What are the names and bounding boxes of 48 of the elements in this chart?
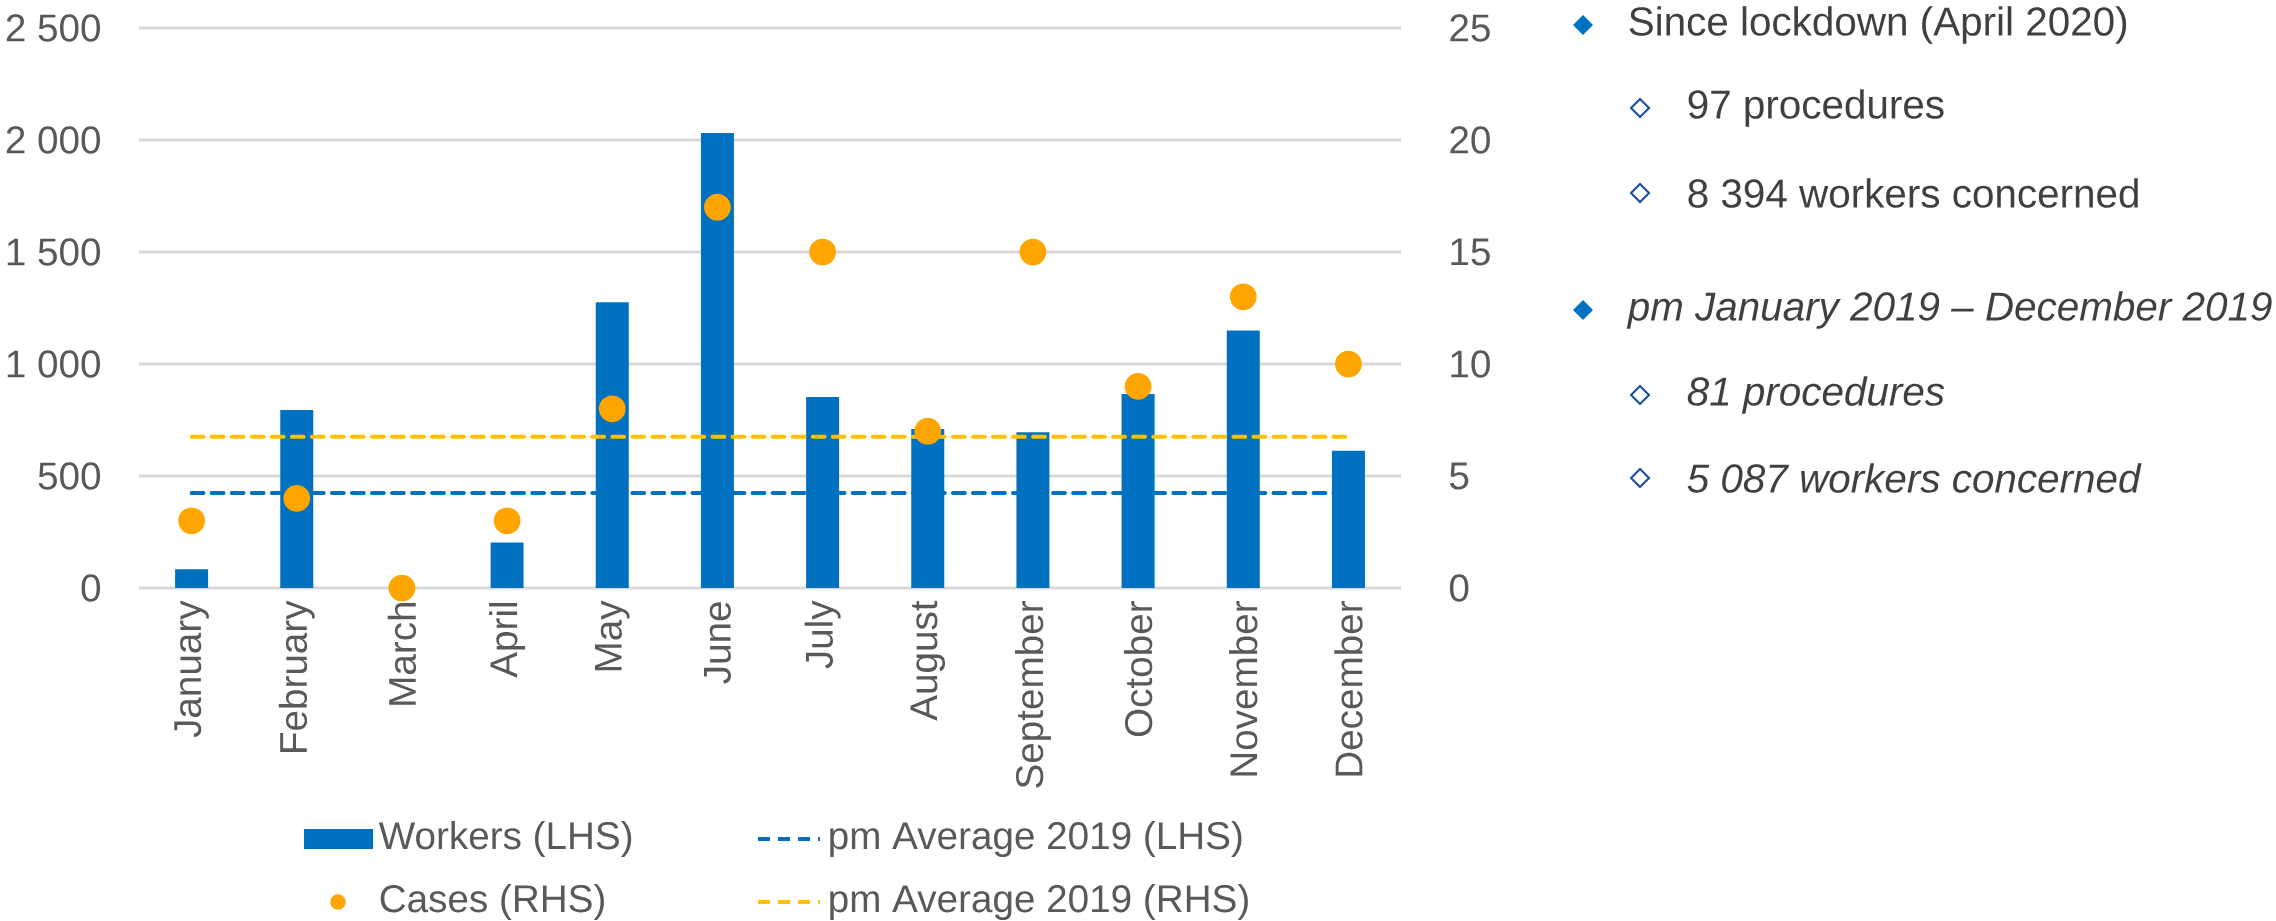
- y2-tick-label: 5: [1449, 462, 1469, 490]
- x-tick-label: March: [387, 602, 417, 705]
- text: 97 procedures: [1688, 89, 1944, 127]
- point: [1019, 238, 1047, 266]
- x-tick-label: January: [174, 600, 209, 738]
- point: [283, 485, 311, 512]
- text: 5 087 workers concerned: [1687, 463, 2142, 493]
- point: [1229, 283, 1257, 311]
- legend-label: Cases (RHS): [380, 884, 604, 920]
- text: Since lockdown (April 2020): [1629, 6, 2127, 44]
- x-tick-label: September: [1014, 601, 1051, 788]
- text: pm January 2019 – December 2019: [1626, 291, 2272, 329]
- point: [1124, 373, 1152, 400]
- y-tick-label: 1 500: [7, 238, 100, 266]
- x-tick-label: October: [1123, 601, 1153, 737]
- bar: [175, 569, 209, 588]
- legend-label: pm Average 2019 (LHS): [830, 820, 1242, 857]
- y-tick-label: 2 000: [6, 126, 100, 154]
- legend-label: Workers (LHS): [378, 821, 632, 857]
- x-tick-label: December: [1334, 601, 1363, 776]
- x-tick-label: July: [804, 600, 841, 669]
- point: [914, 417, 942, 445]
- point: [598, 395, 626, 423]
- x-tick-label: June: [703, 602, 731, 684]
- text: 8 394 workers concerned: [1688, 178, 2138, 208]
- x-tick-label: April: [489, 603, 526, 678]
- y2-tick-label: 25: [1450, 14, 1490, 42]
- y-tick-label: 0: [81, 574, 101, 602]
- y2-tick-label: 20: [1450, 126, 1490, 154]
- x-tick-label: November: [1229, 601, 1258, 776]
- point: [1335, 350, 1362, 378]
- y2-tick-label: 15: [1451, 238, 1490, 266]
- bar: [490, 542, 524, 588]
- y-tick-label: 1 000: [7, 350, 100, 378]
- point: [493, 507, 521, 535]
- x-tick-label: May: [594, 600, 630, 671]
- text: 81 procedures: [1687, 376, 1945, 414]
- y2-tick-label: 0: [1449, 574, 1469, 602]
- x-tick-label: August: [910, 600, 946, 721]
- y2-tick-label: 10: [1451, 350, 1490, 378]
- x-tick-label: February: [278, 600, 315, 752]
- point: [809, 238, 836, 266]
- y-tick-label: 2 500: [6, 14, 100, 42]
- point: [178, 507, 205, 535]
- y-tick-label: 500: [38, 462, 101, 490]
- point: [704, 193, 731, 221]
- legend-label: pm Average 2019 (RHS): [830, 883, 1248, 920]
- point: [388, 574, 416, 602]
